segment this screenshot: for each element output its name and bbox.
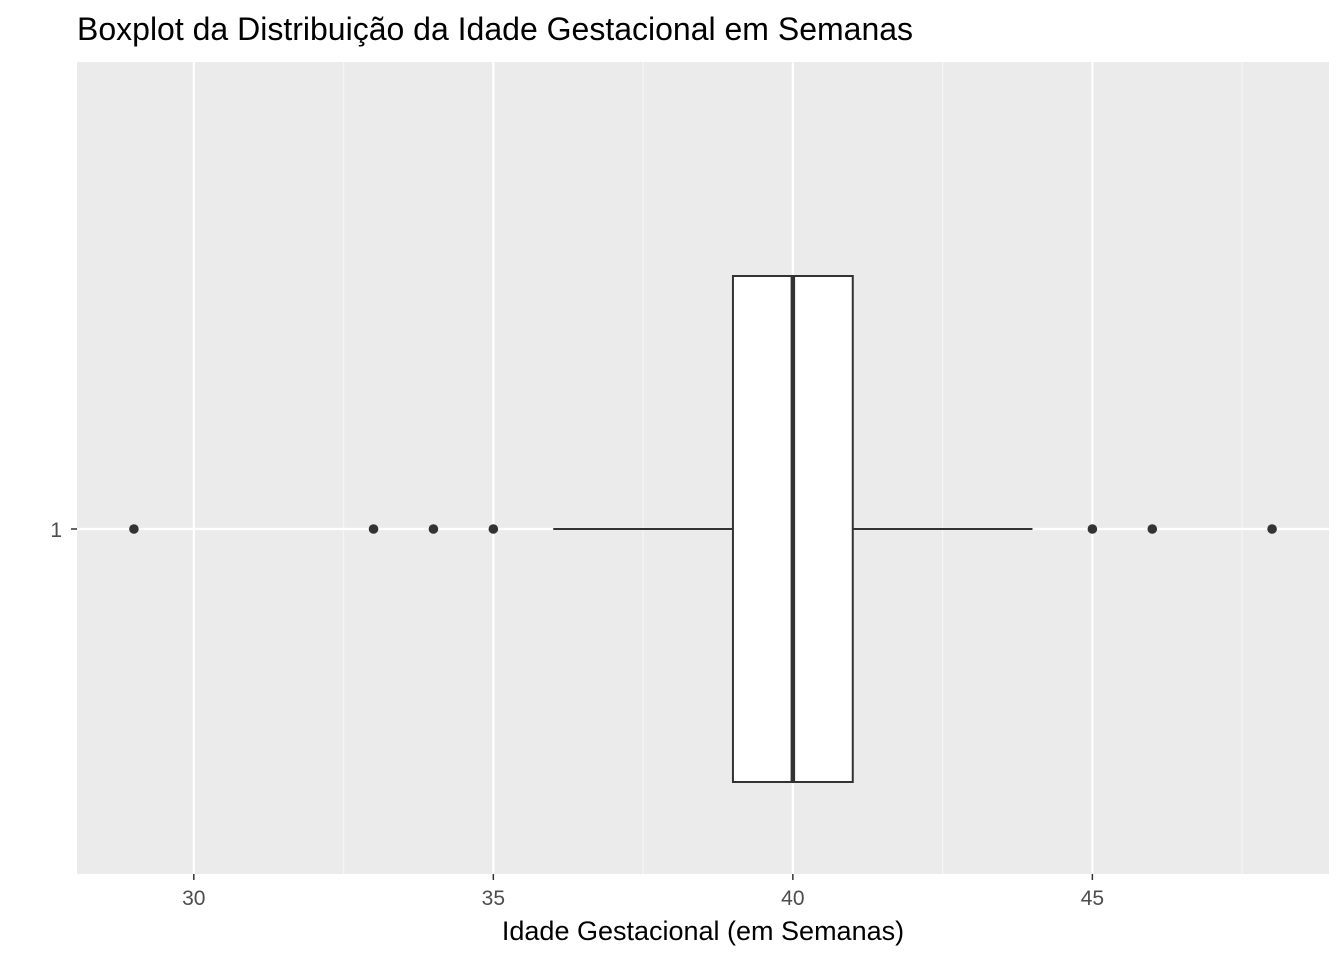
x-axis-title: Idade Gestacional (em Semanas) [502, 916, 904, 946]
x-tick-label: 40 [781, 887, 804, 910]
outlier-point [129, 524, 139, 534]
outlier-point [368, 524, 379, 534]
chart-title: Boxplot da Distribuição da Idade Gestaci… [77, 11, 913, 47]
y-axis: 1 [50, 519, 77, 542]
x-tick-label: 35 [482, 887, 505, 910]
plot-panel [77, 62, 1329, 874]
outlier-point [428, 524, 439, 534]
x-axis: 30 35 40 45 [182, 874, 1104, 910]
minor-gridlines [342, 62, 1243, 874]
outlier-point [488, 524, 499, 534]
outlier-point [1267, 524, 1277, 534]
outlier-point [1147, 524, 1158, 534]
x-tick-label: 30 [182, 887, 205, 910]
box-layer [553, 275, 1033, 783]
y-tick-label: 1 [50, 519, 62, 542]
x-tick-label: 45 [1081, 887, 1104, 910]
outlier-point [1087, 524, 1098, 534]
outlier-points [129, 524, 1277, 534]
